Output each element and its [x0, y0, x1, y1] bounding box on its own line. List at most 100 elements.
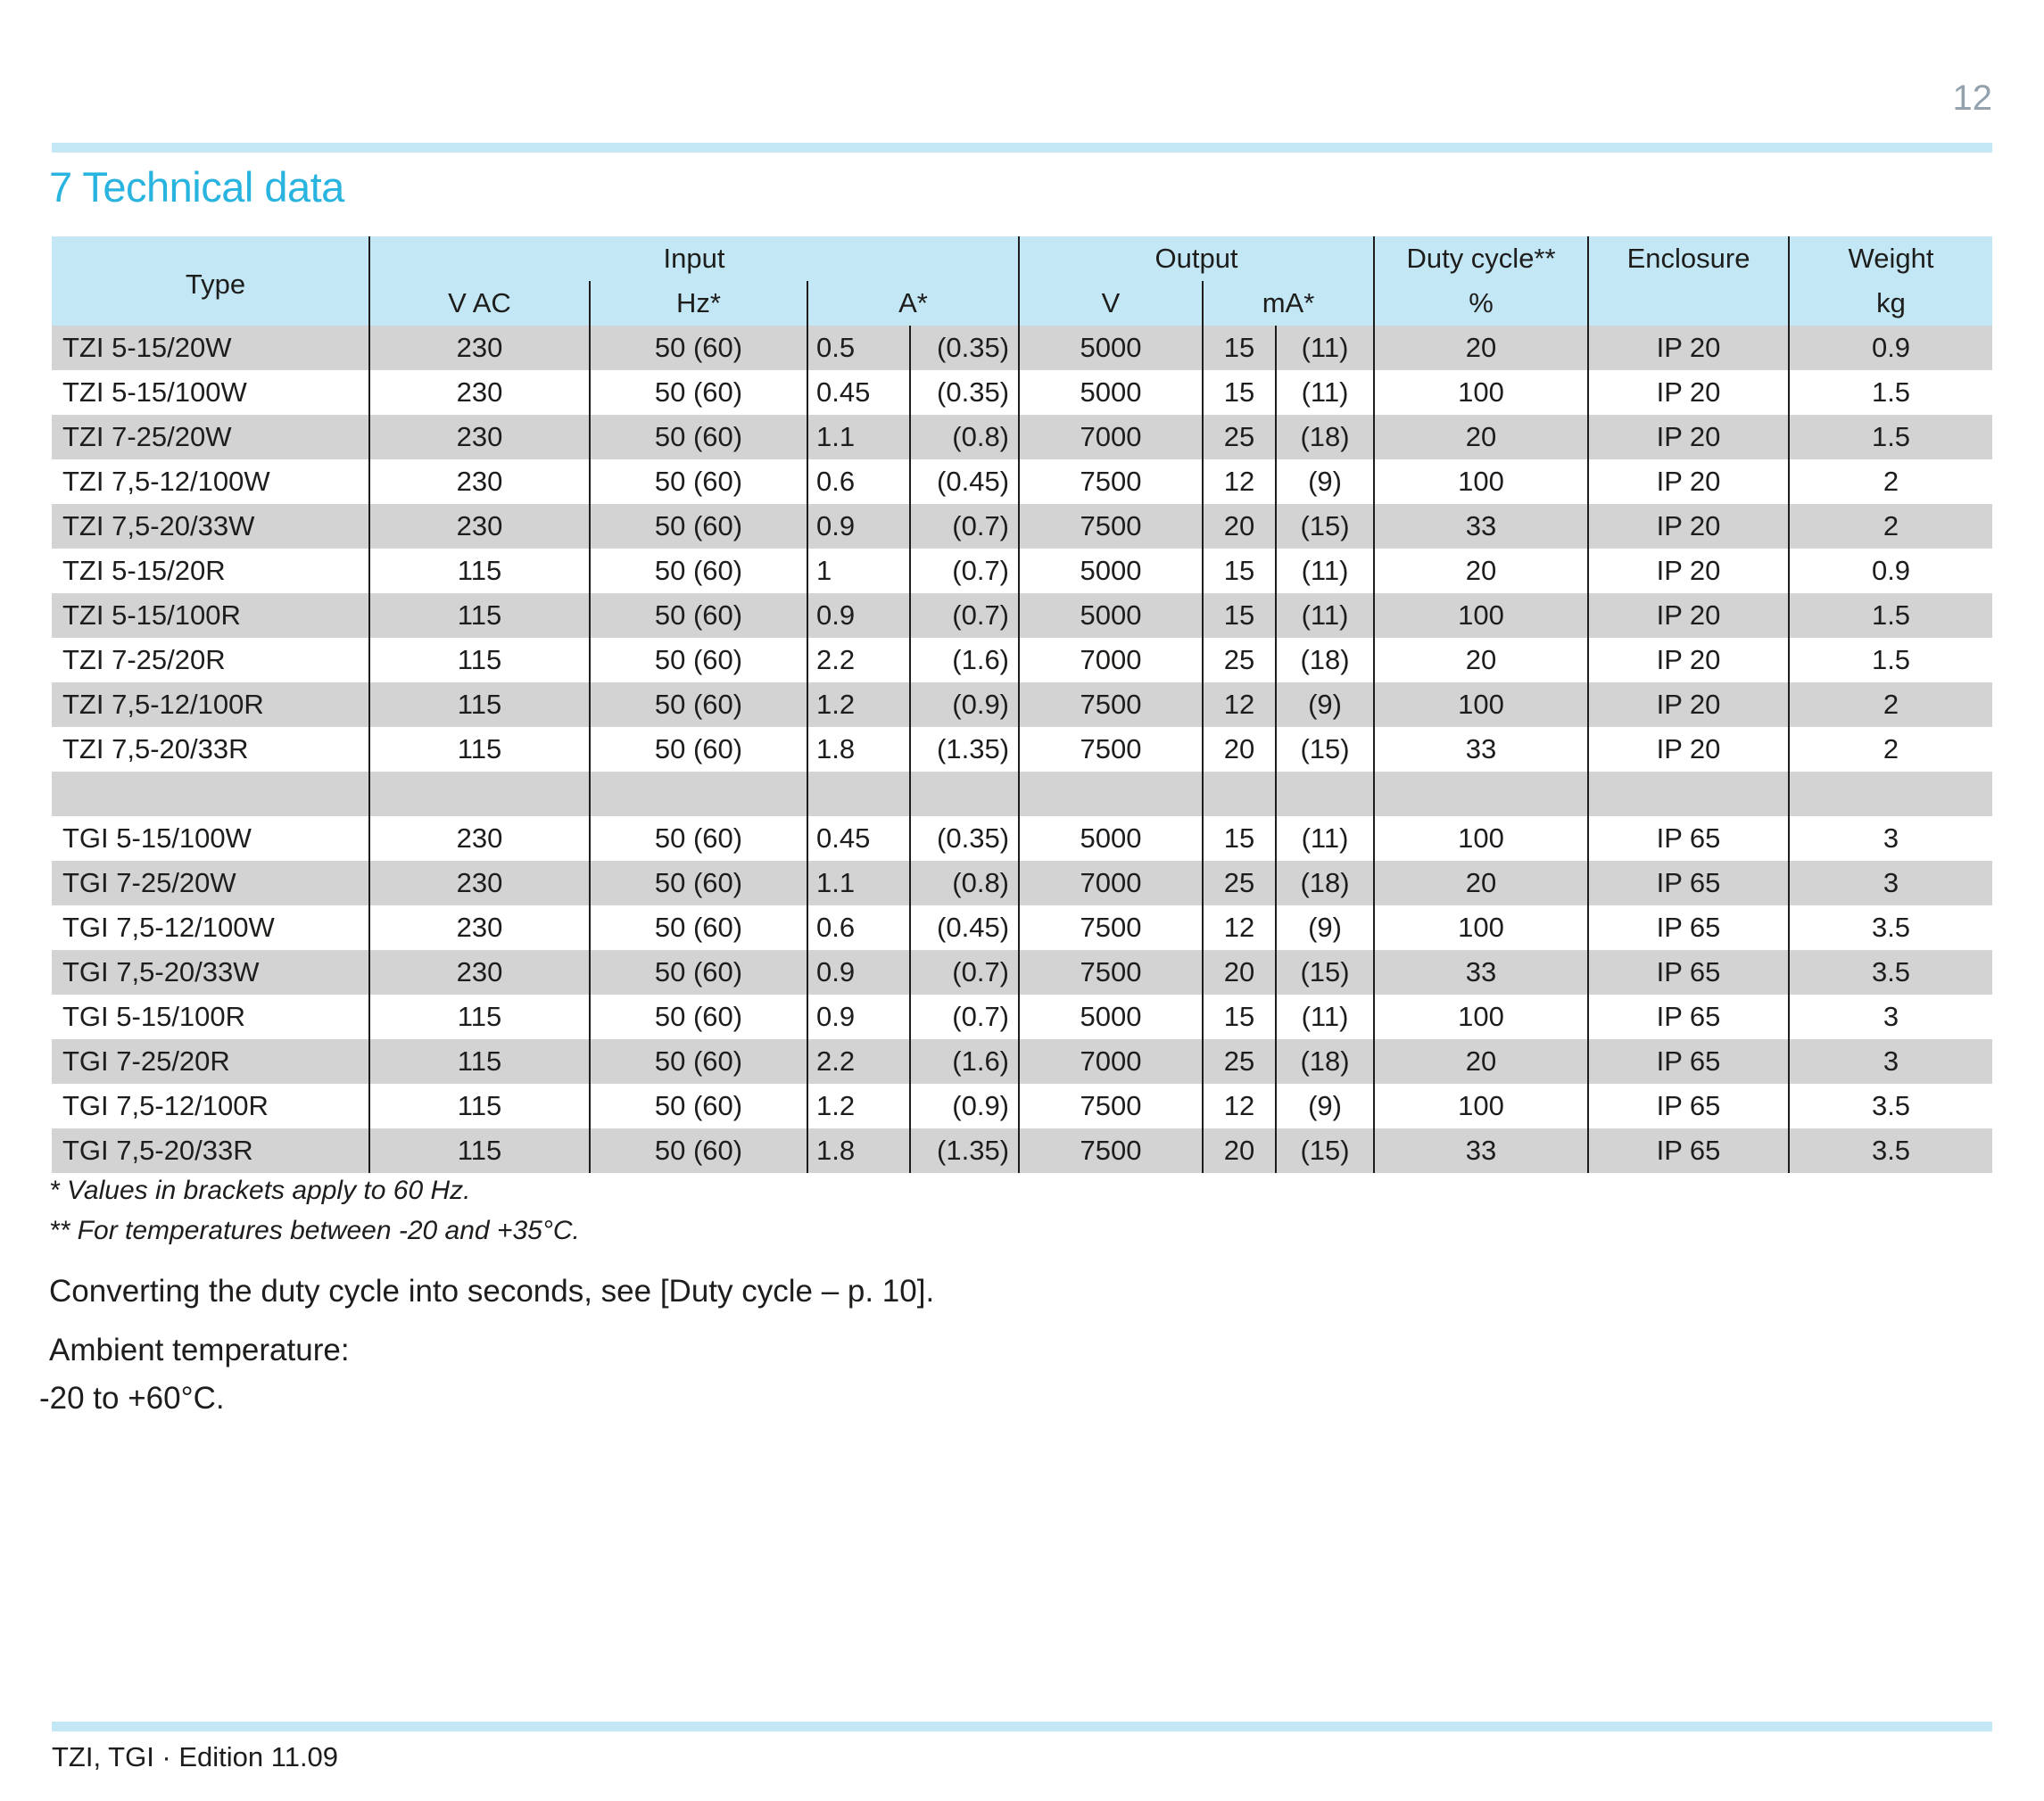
table-row: TZI 5-15/20W 230 50 (60) 0.5 (0.35) 5000 15 (11… [52, 326, 1993, 370]
table-cell: TZI 5-15/100W [62, 376, 247, 408]
col-header-duty-cycle: Duty cycle** [1373, 236, 1589, 281]
table-cell: TGI 7,5-12/100R [62, 1089, 269, 1121]
table-cell: 0.9 [807, 995, 910, 1039]
table-cell: 5000 [1018, 549, 1204, 593]
table-cell: 0.45 [807, 370, 910, 415]
table-cell: (18) [1275, 415, 1375, 459]
table-cell: TGI 7,5-20/33R [52, 1128, 369, 1173]
table-cell: 2 [1788, 727, 1993, 772]
table-cell: IP 65 [1587, 861, 1790, 905]
table-cell: TGI 7-25/20R [52, 1039, 369, 1084]
page-number: 12 [1952, 78, 1993, 118]
table-cell: TZI 7,5-20/33R [62, 732, 249, 764]
table-cell: IP 20 [1587, 682, 1790, 727]
table-cell: (0.35) [908, 370, 1020, 415]
table-cell: 1 [807, 549, 910, 593]
table-cell: (0.35) [908, 326, 1020, 370]
table-cell: 7000 [1018, 638, 1204, 682]
table-cell: 3.5 [1788, 1084, 1993, 1128]
table-cell: 0.6 [807, 459, 910, 504]
col-header-hz: Hz* [589, 281, 807, 326]
footer-rule [52, 1722, 1992, 1731]
table-cell: 100 [1373, 816, 1589, 861]
table-cell: IP 20 [1587, 370, 1790, 415]
table-cell: 100 [1373, 1084, 1589, 1128]
table-cell: (0.9) [908, 1084, 1020, 1128]
table-row: TGI 7-25/20R 115 50 (60) 2.2 (1.6) 7000 25 (18)… [52, 1039, 1993, 1084]
table-cell: 15 [1202, 593, 1277, 638]
table-cell: 3 [1788, 1039, 1993, 1084]
table-cell: 3.5 [1788, 950, 1993, 995]
col-header-vac: V AC [368, 281, 590, 326]
table-cell: 0.9 [1788, 326, 1993, 370]
table-cell: 50 (60) [589, 415, 807, 459]
table-cell: 12 [1202, 459, 1277, 504]
table-cell: IP 65 [1587, 1039, 1790, 1084]
table-cell: 2 [1788, 504, 1993, 549]
table-cell: 100 [1373, 905, 1589, 950]
table-cell: 230 [368, 861, 590, 905]
table-cell: 0.5 [807, 326, 910, 370]
col-header-kg: kg [1788, 281, 1993, 326]
table-cell: 1.2 [807, 682, 910, 727]
table-cell: 7000 [1018, 861, 1204, 905]
table-header: Type Input Output Duty cycle** Enclosure… [52, 236, 1993, 326]
table-cell: (0.7) [908, 504, 1020, 549]
table-cell: IP 65 [1587, 816, 1790, 861]
table-cell: 20 [1202, 1128, 1277, 1173]
table-cell: 20 [1202, 504, 1277, 549]
ambient-temperature-label: Ambient temperature: [49, 1333, 350, 1367]
table-cell: 3 [1788, 995, 1993, 1039]
table-cell: TGI 5-15/100R [62, 1000, 246, 1032]
table-cell: 20 [1373, 1039, 1589, 1084]
table-cell: TZI 7,5-12/100R [52, 682, 369, 727]
table-cell: 115 [368, 682, 590, 727]
col-header-enclosure-spacer [1587, 281, 1790, 326]
table-cell: 7500 [1018, 727, 1204, 772]
ambient-temperature-range: -20 to +60°C. [39, 1381, 225, 1416]
table-cell: 230 [368, 950, 590, 995]
table-row: TZI 7-25/20R 115 50 (60) 2.2 (1.6) 7000 25 (18)… [52, 638, 1993, 682]
table-cell: 7500 [1018, 504, 1204, 549]
table-cell: IP 65 [1587, 1084, 1790, 1128]
table-row: TGI 5-15/100W 230 50 (60) 0.45 (0.35) 5000 15(… [52, 816, 1993, 861]
table-cell: IP 65 [1587, 1128, 1790, 1173]
table-row: TZI 5-15/20R 115 50 (60) 1 (0.7) 5000 15 (11) 20… [52, 549, 1993, 593]
table-cell: (0.8) [908, 861, 1020, 905]
table-cell: 115 [368, 593, 590, 638]
table-cell: (0.7) [908, 549, 1020, 593]
table-cell: 230 [368, 370, 590, 415]
table-cell: 0.9 [807, 593, 910, 638]
table-cell: 50 (60) [589, 727, 807, 772]
table-cell: 50 (60) [589, 816, 807, 861]
table-cell: IP 20 [1587, 415, 1790, 459]
table-cell: (11) [1275, 549, 1375, 593]
table-cell: 20 [1373, 415, 1589, 459]
table-cell: (9) [1275, 682, 1375, 727]
table-cell: (11) [1275, 995, 1375, 1039]
table-cell: 20 [1373, 549, 1589, 593]
table-cell: 12 [1202, 905, 1277, 950]
table-cell: (15) [1275, 950, 1375, 995]
table-body: TZI 5-15/20W 230 50 (60) 0.5 (0.35) 5000 15 (11… [52, 326, 1993, 1173]
table-cell: (0.7) [908, 950, 1020, 995]
table-cell: 3 [1788, 816, 1993, 861]
table-cell: 115 [368, 1128, 590, 1173]
table-cell: (15) [1275, 504, 1375, 549]
table-cell: 7500 [1018, 459, 1204, 504]
table-cell: 50 (60) [589, 905, 807, 950]
table-cell: (18) [1275, 861, 1375, 905]
table-cell: (0.35) [908, 816, 1020, 861]
table-cell: 5000 [1018, 816, 1204, 861]
footnote-temperatures: ** For temperatures between -20 and +35°… [49, 1216, 580, 1245]
table-cell: (0.45) [908, 905, 1020, 950]
table-cell: (0.7) [908, 593, 1020, 638]
table-cell: 2.2 [807, 638, 910, 682]
table-cell: 5000 [1018, 995, 1204, 1039]
table-cell: 115 [368, 995, 590, 1039]
table-cell: 2 [1788, 682, 1993, 727]
table-cell: 0.9 [807, 504, 910, 549]
table-row: TZI 5-15/100W 230 50 (60) 0.45 (0.35) 5000 15(… [52, 370, 1993, 415]
table-cell: 115 [368, 727, 590, 772]
